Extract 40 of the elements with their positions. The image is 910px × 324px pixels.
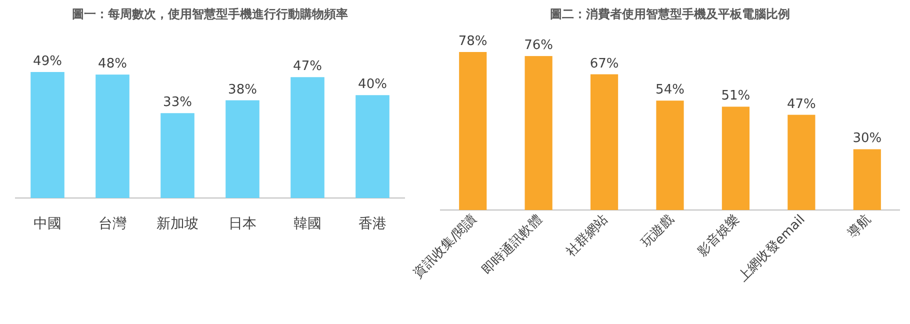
bar	[96, 74, 130, 198]
data-label: 38%	[228, 82, 257, 98]
data-label: 49%	[33, 54, 62, 69]
data-label: 51%	[721, 88, 750, 104]
x-tick-label: 香港	[358, 216, 386, 232]
data-label: 30%	[852, 131, 882, 146]
chart-title: 圖二：消費者使用智慧型手機及平板電腦比例	[550, 7, 790, 21]
data-label: 78%	[458, 34, 488, 49]
x-tick-label: 影音娛樂	[695, 212, 743, 260]
x-tick-label: 社群網站	[564, 212, 612, 260]
bar	[30, 72, 64, 198]
data-label: 47%	[293, 59, 322, 74]
bar	[160, 113, 194, 198]
data-label: 54%	[656, 82, 684, 98]
bar	[788, 114, 816, 210]
x-tick-label: 導航	[844, 212, 874, 242]
data-label: 40%	[358, 77, 387, 92]
bar	[524, 56, 552, 210]
bar	[722, 106, 750, 210]
bar	[853, 149, 881, 210]
x-tick-label: 台灣	[98, 216, 126, 232]
bar	[290, 77, 324, 198]
chart-title: 圖一：每周數次，使用智慧型手機進行行動購物頻率	[72, 7, 348, 21]
bar	[356, 95, 390, 198]
x-tick-label: 中國	[34, 216, 62, 232]
x-tick-label: 玩遊戲	[638, 212, 677, 250]
bar	[459, 52, 487, 210]
data-label: 47%	[786, 96, 816, 112]
x-tick-label: 韓國	[294, 216, 322, 232]
bar	[590, 74, 618, 210]
bar	[656, 100, 684, 210]
x-tick-label: 日本	[228, 216, 256, 232]
data-label: 76%	[524, 38, 554, 54]
x-tick-label: 即時通訊軟體	[480, 212, 546, 278]
data-label: 48%	[98, 56, 127, 72]
data-label: 67%	[590, 56, 619, 72]
bar	[226, 100, 260, 198]
x-tick-label: 新加坡	[156, 216, 198, 232]
x-tick-label: 資訊收集/閱讀	[410, 212, 480, 282]
data-label: 33%	[163, 95, 192, 110]
